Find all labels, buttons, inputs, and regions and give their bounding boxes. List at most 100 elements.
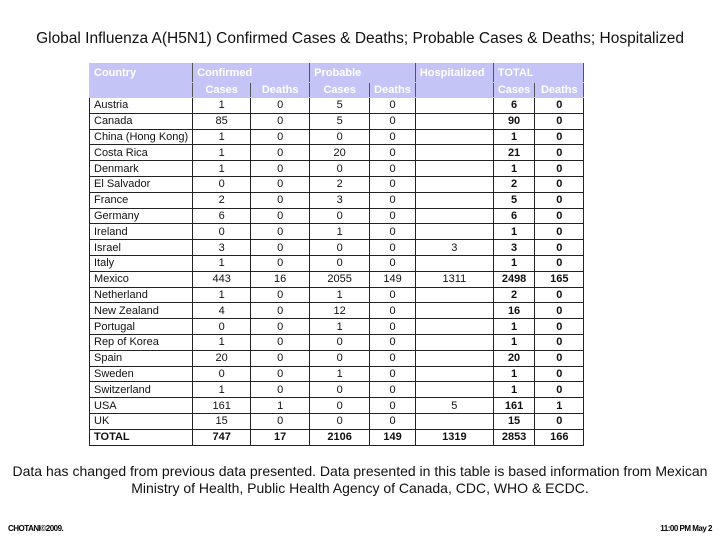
table-row: Spain 20 0 0 0 20 0 xyxy=(88,349,585,367)
value-cell: 1 xyxy=(192,97,252,114)
country-cell: Switzerland xyxy=(88,381,194,399)
value-cell: 0 xyxy=(534,381,585,399)
value-cell xyxy=(414,128,494,146)
value-cell: 443 xyxy=(192,270,252,288)
header-probable: Probable xyxy=(309,63,416,83)
table-row: UK 15 0 0 0 15 0 xyxy=(88,412,585,430)
table-row: Italy 1 0 0 0 1 0 xyxy=(88,254,585,272)
value-cell: 0 xyxy=(369,239,416,256)
value-cell: 0 xyxy=(309,333,371,351)
value-cell: 1 xyxy=(192,160,252,177)
value-cell: 1 xyxy=(192,381,252,399)
value-cell: 0 xyxy=(369,223,416,241)
value-cell: 2 xyxy=(192,191,252,209)
value-cell: 0 xyxy=(309,381,371,399)
country-cell: TOTAL xyxy=(88,428,194,446)
value-cell: 1 xyxy=(192,144,252,162)
country-cell: Portugal xyxy=(88,318,194,335)
value-cell: 0 xyxy=(309,160,371,177)
value-cell: 0 xyxy=(369,286,416,304)
value-cell: 0 xyxy=(250,97,311,114)
value-cell: 0 xyxy=(369,254,416,272)
value-cell: 1 xyxy=(192,254,252,272)
header-blank xyxy=(88,82,194,98)
value-cell: 0 xyxy=(534,97,585,114)
header-country: Country xyxy=(88,63,194,83)
value-cell: 0 xyxy=(534,349,585,367)
country-cell: Italy xyxy=(88,254,194,272)
header-deaths: Deaths xyxy=(534,82,585,98)
value-cell: 0 xyxy=(369,144,416,162)
value-cell: 0 xyxy=(309,128,371,146)
value-cell: 1311 xyxy=(414,270,494,288)
value-cell xyxy=(414,333,494,351)
value-cell: 0 xyxy=(534,175,585,193)
value-cell xyxy=(414,381,494,399)
value-cell: 1 xyxy=(192,333,252,351)
header-cases: Cases xyxy=(192,82,252,98)
value-cell: 0 xyxy=(534,207,585,225)
table-row: France 2 0 3 0 5 0 xyxy=(88,191,585,209)
value-cell xyxy=(414,97,494,114)
total-row: TOTAL 747 17 2106 149 1319 2853 166 xyxy=(88,428,585,446)
value-cell: 0 xyxy=(309,254,371,272)
value-cell: 2 xyxy=(492,175,536,193)
value-cell: 0 xyxy=(369,349,416,367)
value-cell: 0 xyxy=(534,239,585,256)
value-cell: 1 xyxy=(492,381,536,399)
value-cell: 3 xyxy=(192,239,252,256)
value-cell: 16 xyxy=(492,302,536,320)
table-row: New Zealand 4 0 12 0 16 0 xyxy=(88,302,585,320)
value-cell xyxy=(414,412,494,430)
value-cell: 1 xyxy=(192,286,252,304)
value-cell: 2853 xyxy=(492,428,536,446)
value-cell: 0 xyxy=(250,286,311,304)
table-row: Ireland 0 0 1 0 1 0 xyxy=(88,223,585,241)
value-cell: 1 xyxy=(492,365,536,383)
value-cell: 1 xyxy=(492,128,536,146)
value-cell: 1 xyxy=(534,397,585,414)
value-cell xyxy=(414,223,494,241)
value-cell: 0 xyxy=(250,175,311,193)
value-cell: 6 xyxy=(192,207,252,225)
country-cell: Canada xyxy=(88,112,194,130)
country-cell: Austria xyxy=(88,97,194,114)
header-blank xyxy=(414,82,494,98)
value-cell: 161 xyxy=(192,397,252,414)
source-note: Data has changed from previous data pres… xyxy=(12,463,708,496)
country-cell: New Zealand xyxy=(88,302,194,320)
value-cell: 5 xyxy=(414,397,494,414)
footer-timestamp: 11:00 PM May 2 xyxy=(660,524,712,533)
country-cell: Ireland xyxy=(88,223,194,241)
table-row: Rep of Korea 1 0 0 0 1 0 xyxy=(88,333,585,351)
value-cell: 165 xyxy=(534,270,585,288)
table-row: Israel 3 0 0 0 3 3 0 xyxy=(88,239,585,256)
value-cell: 85 xyxy=(192,112,252,130)
value-cell: 21 xyxy=(492,144,536,162)
header-confirmed: Confirmed xyxy=(192,63,311,83)
value-cell: 0 xyxy=(309,412,371,430)
table-row: Germany 6 0 0 0 6 0 xyxy=(88,207,585,225)
value-cell: 0 xyxy=(250,112,311,130)
value-cell: 2498 xyxy=(492,270,536,288)
value-cell: 1 xyxy=(492,333,536,351)
country-cell: Netherland xyxy=(88,286,194,304)
value-cell: 149 xyxy=(369,428,416,446)
value-cell: 1 xyxy=(492,223,536,241)
value-cell xyxy=(414,286,494,304)
value-cell: 0 xyxy=(309,349,371,367)
value-cell: 0 xyxy=(250,207,311,225)
value-cell: 6 xyxy=(492,207,536,225)
country-cell: China (Hong Kong) xyxy=(88,128,194,146)
value-cell: 0 xyxy=(369,365,416,383)
value-cell: 0 xyxy=(369,412,416,430)
value-cell: 1 xyxy=(309,223,371,241)
table-row: China (Hong Kong) 1 0 0 0 1 0 xyxy=(88,128,585,146)
value-cell: 2055 xyxy=(309,270,371,288)
table-row: USA 161 1 0 0 5 161 1 xyxy=(88,397,585,414)
value-cell: 20 xyxy=(492,349,536,367)
value-cell: 0 xyxy=(369,175,416,193)
value-cell xyxy=(414,207,494,225)
value-cell: 0 xyxy=(534,144,585,162)
value-cell: 1 xyxy=(492,318,536,335)
